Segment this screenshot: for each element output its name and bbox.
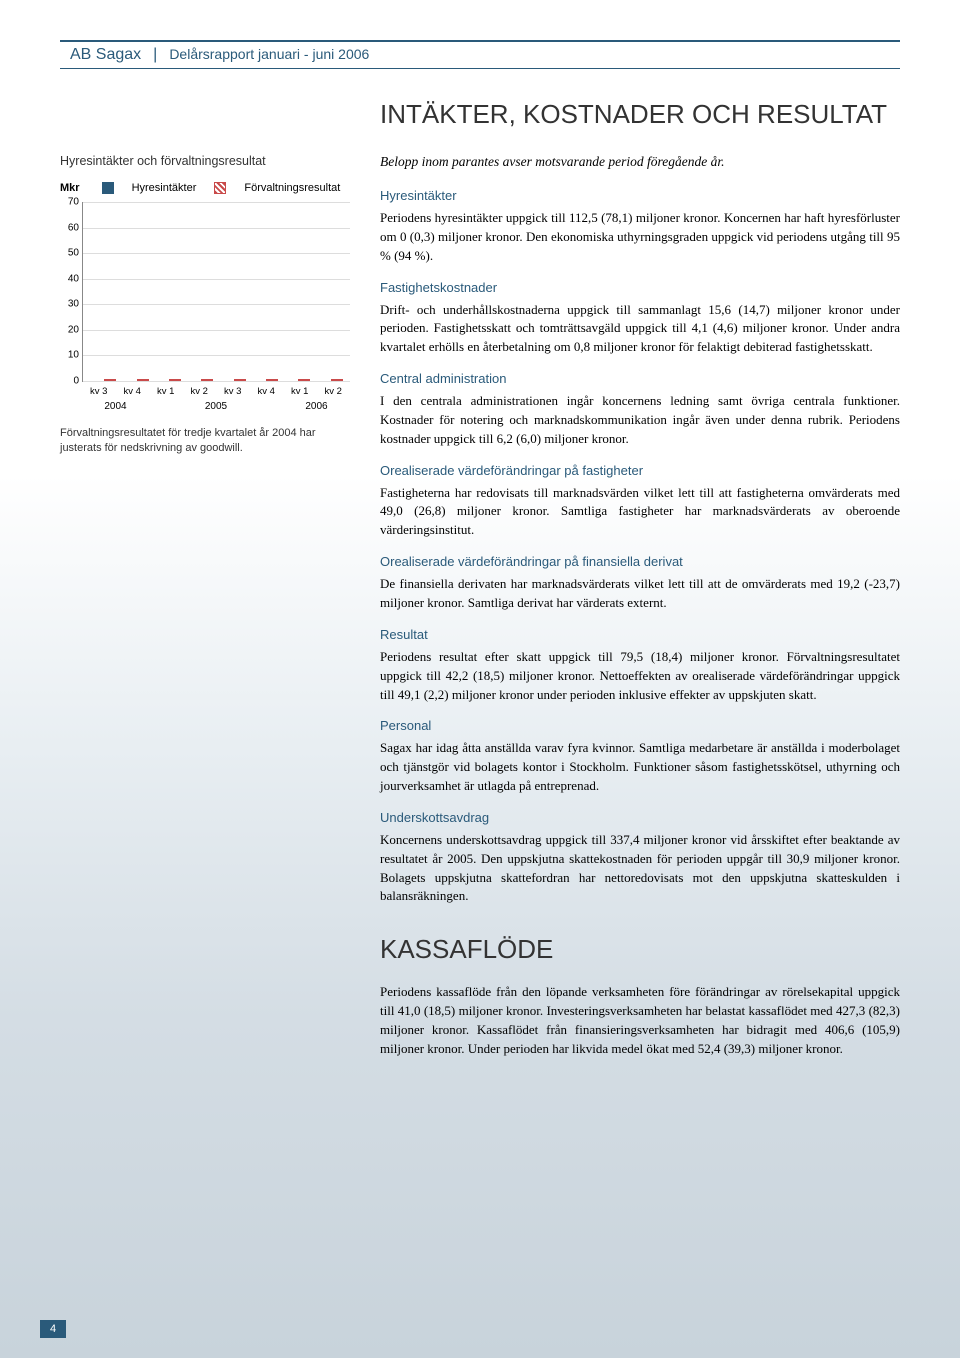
year-axis-labels: 200420052006 bbox=[82, 401, 350, 412]
company-name: AB Sagax bbox=[60, 46, 141, 64]
legend-swatch-a bbox=[102, 182, 114, 194]
section-heading: Resultat bbox=[380, 627, 900, 642]
header-separator: | bbox=[153, 46, 157, 64]
bar-forvaltningsresultat bbox=[266, 379, 278, 381]
bar-forvaltningsresultat bbox=[104, 379, 116, 381]
y-tick-label: 20 bbox=[59, 324, 79, 335]
bar-group bbox=[314, 379, 346, 381]
x-tick-label: kv 4 bbox=[116, 386, 150, 397]
section-heading: Underskottsavdrag bbox=[380, 810, 900, 825]
y-tick-label: 30 bbox=[59, 299, 79, 310]
report-title: Delårsrapport januari - juni 2006 bbox=[169, 46, 369, 62]
bar-group bbox=[184, 379, 216, 381]
page-title: INTÄKTER, KOSTNADER OCH RESULTAT bbox=[380, 99, 900, 130]
chart-caption: Hyresintäkter och förvaltningsresultat bbox=[60, 154, 350, 168]
bar-forvaltningsresultat bbox=[298, 379, 310, 381]
x-tick-label: kv 2 bbox=[317, 386, 351, 397]
y-tick-label: 10 bbox=[59, 350, 79, 361]
right-column: Belopp inom parantes avser motsvarande p… bbox=[380, 154, 900, 1059]
year-label: 2004 bbox=[82, 401, 149, 412]
y-tick-label: 0 bbox=[59, 376, 79, 387]
x-axis-labels: kv 3kv 4kv 1kv 2kv 3kv 4kv 1kv 2 bbox=[82, 386, 350, 397]
section-heading: Hyresintäkter bbox=[380, 188, 900, 203]
bar-forvaltningsresultat bbox=[137, 379, 149, 381]
bar-group bbox=[152, 379, 184, 381]
bar-chart: Mkr Hyresintäkter Förvaltningsresultat 0… bbox=[60, 182, 350, 412]
left-column: Hyresintäkter och förvaltningsresultat M… bbox=[60, 154, 350, 1059]
x-tick-label: kv 4 bbox=[250, 386, 284, 397]
y-tick-label: 70 bbox=[59, 197, 79, 208]
page-header: AB Sagax | Delårsrapport januari - juni … bbox=[60, 40, 900, 69]
section-body: Fastigheterna har redovisats till markna… bbox=[380, 484, 900, 541]
bar-forvaltningsresultat bbox=[201, 379, 213, 381]
bar-forvaltningsresultat bbox=[331, 379, 343, 381]
legend-label-a: Hyresintäkter bbox=[132, 182, 197, 194]
bar-group bbox=[119, 379, 151, 381]
section-heading: Central administration bbox=[380, 371, 900, 386]
kassaflode-body: Periodens kassaflöde från den löpande ve… bbox=[380, 983, 900, 1058]
section-title-kassaflode: KASSAFLÖDE bbox=[380, 934, 900, 965]
legend-label-b: Förvaltningsresultat bbox=[244, 182, 340, 194]
bar-group bbox=[281, 379, 313, 381]
y-tick-label: 60 bbox=[59, 222, 79, 233]
x-tick-label: kv 3 bbox=[216, 386, 250, 397]
y-tick-label: 40 bbox=[59, 273, 79, 284]
bar-group bbox=[87, 379, 119, 381]
section-heading: Fastighetskostnader bbox=[380, 280, 900, 295]
year-label: 2006 bbox=[283, 401, 350, 412]
x-tick-label: kv 2 bbox=[183, 386, 217, 397]
chart-footnote: Förvaltningsresultatet för tredje kvarta… bbox=[60, 426, 350, 456]
section-heading: Personal bbox=[380, 718, 900, 733]
chart-legend: Mkr Hyresintäkter Förvaltningsresultat bbox=[60, 182, 350, 194]
chart-plot-area: 010203040506070 bbox=[82, 202, 350, 382]
section-heading: Orealiserade värdeförändringar på fastig… bbox=[380, 463, 900, 478]
section-body: Drift- och underhållskostnaderna uppgick… bbox=[380, 301, 900, 358]
year-label: 2005 bbox=[149, 401, 283, 412]
section-body: Periodens resultat efter skatt uppgick t… bbox=[380, 648, 900, 705]
y-axis-unit: Mkr bbox=[60, 182, 80, 194]
section-body: De finansiella derivaten har marknadsvär… bbox=[380, 575, 900, 613]
bar-group bbox=[217, 379, 249, 381]
two-column-layout: Hyresintäkter och förvaltningsresultat M… bbox=[60, 154, 900, 1059]
report-page: AB Sagax | Delårsrapport januari - juni … bbox=[0, 0, 960, 1358]
section-body: Koncernens underskottsavdrag uppgick til… bbox=[380, 831, 900, 906]
y-tick-label: 50 bbox=[59, 248, 79, 259]
gridline bbox=[83, 381, 350, 382]
bars-row bbox=[83, 202, 350, 381]
section-body: Periodens hyresintäkter uppgick till 112… bbox=[380, 209, 900, 266]
bar-forvaltningsresultat bbox=[234, 379, 246, 381]
bar-group bbox=[249, 379, 281, 381]
bar-forvaltningsresultat bbox=[169, 379, 181, 381]
x-tick-label: kv 1 bbox=[149, 386, 183, 397]
section-heading: Orealiserade värdeförändringar på finans… bbox=[380, 554, 900, 569]
page-number: 4 bbox=[40, 1320, 66, 1338]
sections-container: Hyresintäkter Periodens hyresintäkter upp… bbox=[380, 188, 900, 906]
x-tick-label: kv 1 bbox=[283, 386, 317, 397]
section-body: I den centrala administrationen ingår ko… bbox=[380, 392, 900, 449]
legend-swatch-b bbox=[214, 182, 226, 194]
section-body: Sagax har idag åtta anställda varav fyra… bbox=[380, 739, 900, 796]
intro-text: Belopp inom parantes avser motsvarande p… bbox=[380, 154, 900, 170]
x-tick-label: kv 3 bbox=[82, 386, 116, 397]
